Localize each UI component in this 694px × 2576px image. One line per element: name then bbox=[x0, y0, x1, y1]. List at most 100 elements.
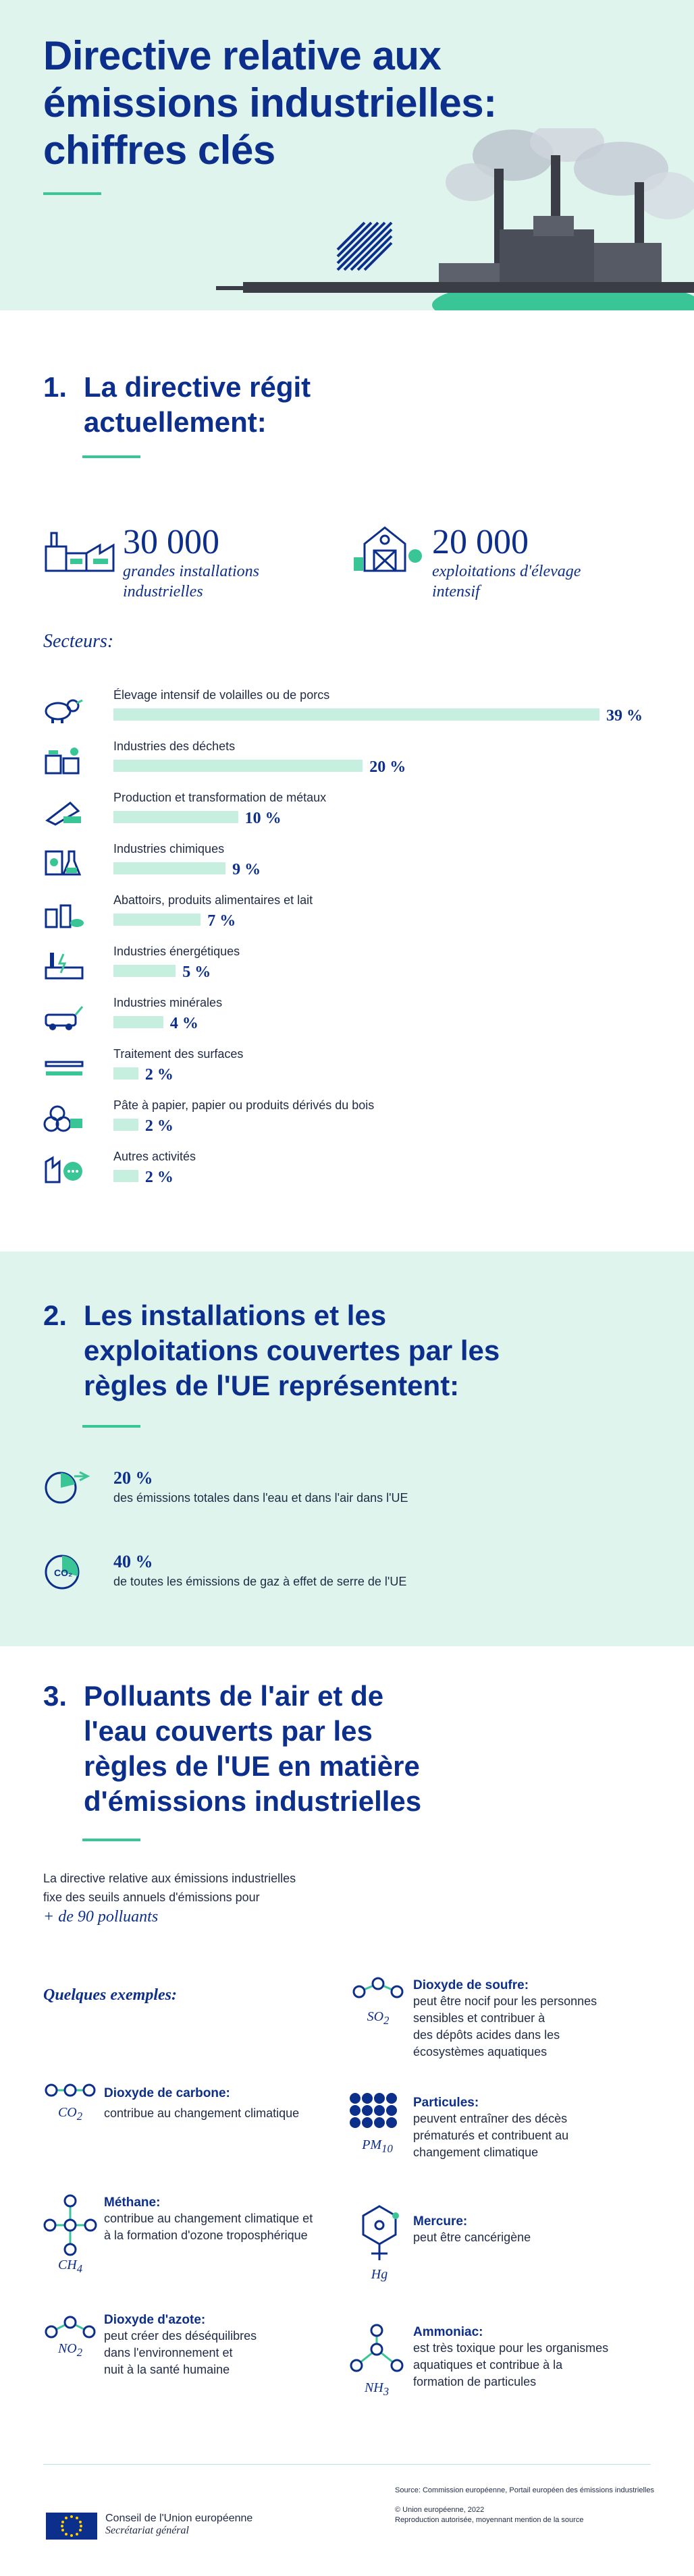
share-ghg: 40 % de toutes les émissions de gaz à ef… bbox=[113, 1552, 406, 1589]
section3-underline bbox=[82, 1839, 140, 1841]
pm10-formula: PM10 bbox=[362, 2137, 393, 2155]
heading-line: règles de l'UE représentent: bbox=[84, 1370, 460, 1401]
nh3-info: Ammoniac: est très toxique pour les orga… bbox=[413, 2325, 608, 2390]
sector-row: Industries énergétiques 5 % bbox=[43, 945, 651, 996]
source-text: Source: Commission européenne, Portail e… bbox=[395, 2486, 654, 2494]
ch4-molecule-icon bbox=[43, 2193, 97, 2261]
food-icon bbox=[43, 899, 84, 928]
source-credits: Source: Commission européenne, Portail e… bbox=[395, 2486, 654, 2525]
sector-label: Industries chimiques bbox=[113, 842, 225, 856]
org-name: Conseil de l'Union européenne Secrétaria… bbox=[105, 2513, 252, 2537]
sector-bar bbox=[113, 1170, 138, 1182]
waste-icon bbox=[43, 745, 80, 775]
no2-molecule-icon bbox=[43, 2313, 97, 2346]
section-number: 2. bbox=[43, 1299, 68, 1331]
title-underline bbox=[43, 192, 101, 195]
surface-icon bbox=[43, 1053, 84, 1082]
sector-label: Industries énergétiques bbox=[113, 945, 240, 958]
co2-info: Dioxyde de carbone: contribue au changem… bbox=[104, 2086, 299, 2122]
pollutant-name: Mercure: bbox=[413, 2214, 468, 2229]
page-title: Directive relative aux émissions industr… bbox=[43, 32, 529, 174]
section2-heading: 2. Les installations et les exploitations … bbox=[43, 1298, 500, 1403]
pm10-info: Particules: peuvent entraîner des décès p… bbox=[413, 2096, 568, 2161]
stat-label: exploitations d'élevage bbox=[432, 563, 581, 580]
energy-icon bbox=[43, 950, 84, 980]
sector-row: Production et transformation de métaux 10… bbox=[43, 791, 651, 842]
sector-row: Traitement des surfaces 2 % bbox=[43, 1047, 651, 1098]
sector-row: Élevage intensif de volailles ou de porc… bbox=[43, 688, 651, 739]
ch4-formula: CH4 bbox=[57, 2258, 83, 2275]
heading-line: actuellement: bbox=[84, 406, 267, 438]
sector-label: Traitement des surfaces bbox=[113, 1047, 244, 1061]
heading-line: Polluants de l'air et de bbox=[84, 1680, 384, 1712]
sector-bar bbox=[113, 914, 201, 926]
so2-molecule-icon bbox=[351, 1976, 405, 2009]
section1-heading: 1. La directive régit actuellement: bbox=[43, 370, 311, 440]
share-emissions: 20 % des émissions totales dans l'eau et… bbox=[113, 1468, 408, 1505]
hg-info: Mercure: peut être cancérigène bbox=[413, 2214, 531, 2246]
stat-value: 30 000 bbox=[123, 523, 219, 561]
other-activities-icon bbox=[43, 1155, 82, 1185]
nh3-formula: NH3 bbox=[364, 2380, 390, 2398]
share-text: de toutes les émissions de gaz à effet d… bbox=[113, 1575, 407, 1588]
footer-divider bbox=[43, 2464, 651, 2465]
section3-intro: La directive relative aux émissions indu… bbox=[43, 1869, 296, 1927]
pollutant-name: Dioxyde d'azote: bbox=[104, 2313, 206, 2327]
pie-20-icon bbox=[41, 1469, 92, 1509]
pollutant-count: + de 90 polluants bbox=[43, 1908, 159, 1926]
heading-line: l'eau couverts par les bbox=[84, 1715, 373, 1747]
hatch-decoration bbox=[336, 221, 393, 271]
sector-row: Pâte à papier, papier ou produits dérivé… bbox=[43, 1098, 651, 1150]
sector-bar bbox=[113, 862, 226, 874]
pollutant-desc: peut être nocif pour les personnes sensib… bbox=[413, 1994, 597, 2059]
heading-line: La directive régit bbox=[84, 371, 311, 403]
sector-percent: 7 % bbox=[207, 912, 236, 930]
eu-council-logo bbox=[45, 2507, 99, 2547]
sector-percent: 5 % bbox=[182, 963, 211, 981]
section2-underline bbox=[82, 1425, 140, 1428]
sector-label: Autres activités bbox=[113, 1150, 196, 1163]
sector-label: Pâte à papier, papier ou produits dérivé… bbox=[113, 1098, 375, 1112]
sector-percent: 4 % bbox=[169, 1015, 198, 1032]
share-percent: 20 % bbox=[113, 1468, 153, 1488]
stat-label: industrielles bbox=[123, 583, 203, 600]
title-line: émissions industrielles: bbox=[43, 80, 497, 125]
title-line: Directive relative aux bbox=[43, 33, 442, 78]
pollutant-desc: peuvent entraîner des décès prématurés et… bbox=[413, 2112, 569, 2159]
factory-icon bbox=[43, 526, 116, 577]
sector-row: Autres activités 2 % bbox=[43, 1150, 651, 1201]
share-text: des émissions totales dans l'eau et dans… bbox=[113, 1491, 408, 1505]
sector-label: Industries des déchets bbox=[113, 739, 236, 753]
heading-line: d'émissions industrielles bbox=[84, 1785, 422, 1817]
title-line: chiffres clés bbox=[43, 128, 275, 173]
pollutant-desc: est très toxique pour les organismes aqua… bbox=[413, 2341, 609, 2388]
factory-illustration bbox=[216, 128, 694, 310]
reproduction-text: Reproduction autorisée, moyennant mentio… bbox=[395, 2516, 584, 2524]
pollutant-name: Particules: bbox=[413, 2096, 479, 2110]
stat-label: grandes installations bbox=[123, 563, 260, 580]
pollutant-desc: contribue au changement climatique bbox=[104, 2106, 300, 2120]
sector-bar bbox=[113, 965, 176, 977]
svg-text:CO₂: CO₂ bbox=[54, 1567, 72, 1578]
metal-icon bbox=[43, 796, 81, 826]
ch4-info: Méthane: contribue au changement climati… bbox=[104, 2195, 313, 2244]
sector-percent: 9 % bbox=[232, 861, 261, 878]
section-number: 3. bbox=[43, 1680, 68, 1712]
co2-formula: CO2 bbox=[57, 2105, 83, 2123]
sector-row: Industries des déchets 20 % bbox=[43, 739, 651, 791]
barn-icon bbox=[351, 524, 425, 578]
mercury-icon bbox=[354, 2201, 405, 2269]
section-number: 1. bbox=[43, 371, 68, 403]
pollutant-desc: peut être cancérigène bbox=[413, 2231, 531, 2244]
examples-heading: Quelques exemples: bbox=[43, 1986, 177, 2004]
sector-label: Industries minérales bbox=[113, 996, 223, 1009]
pollutant-name: Dioxyde de soufre: bbox=[413, 1978, 529, 1992]
sector-label: Abattoirs, produits alimentaires et lait bbox=[113, 893, 313, 907]
sector-percent: 2 % bbox=[144, 1066, 174, 1084]
heading-line: exploitations couvertes par les bbox=[84, 1335, 500, 1366]
section1-underline bbox=[82, 455, 140, 458]
intro-line: fixe des seuils annuels d'émissions pour bbox=[43, 1891, 260, 1904]
sector-percent: 2 % bbox=[144, 1117, 174, 1135]
mineral-icon bbox=[43, 1001, 84, 1031]
section2-panel bbox=[0, 1252, 694, 1646]
